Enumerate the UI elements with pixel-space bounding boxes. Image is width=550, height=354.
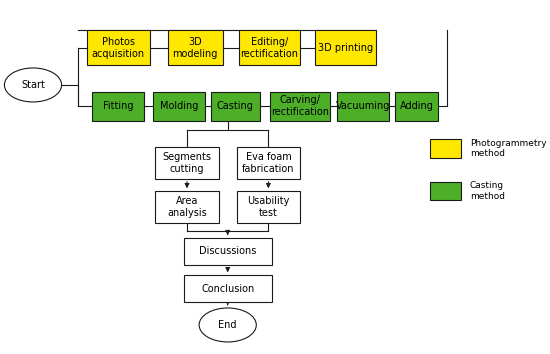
FancyBboxPatch shape [184, 238, 272, 265]
FancyBboxPatch shape [236, 147, 300, 179]
Text: Vacuuming: Vacuuming [336, 101, 390, 111]
FancyBboxPatch shape [430, 139, 461, 158]
FancyBboxPatch shape [87, 30, 150, 65]
Text: Conclusion: Conclusion [201, 284, 254, 293]
Text: Usability
test: Usability test [247, 196, 290, 218]
Text: Casting: Casting [217, 101, 254, 111]
Text: Area
analysis: Area analysis [167, 196, 207, 218]
FancyBboxPatch shape [211, 92, 260, 121]
FancyBboxPatch shape [184, 275, 272, 302]
Text: Casting
method: Casting method [470, 182, 505, 201]
Text: 3D printing: 3D printing [318, 43, 373, 53]
FancyBboxPatch shape [156, 147, 219, 179]
Text: End: End [218, 320, 237, 330]
FancyBboxPatch shape [315, 30, 376, 65]
Text: Segments
cutting: Segments cutting [162, 152, 212, 174]
Text: Eva foam
fabrication: Eva foam fabrication [242, 152, 295, 174]
Text: Start: Start [21, 80, 45, 90]
FancyBboxPatch shape [270, 92, 330, 121]
Text: Discussions: Discussions [199, 246, 256, 256]
FancyBboxPatch shape [239, 30, 300, 65]
Text: 3D
modeling: 3D modeling [173, 37, 218, 59]
FancyBboxPatch shape [153, 92, 205, 121]
Text: Photos
acquisition: Photos acquisition [92, 37, 145, 59]
FancyBboxPatch shape [337, 92, 389, 121]
Ellipse shape [4, 68, 62, 102]
Text: Fitting: Fitting [103, 101, 134, 111]
Text: Photogrammetry
method: Photogrammetry method [470, 139, 546, 158]
Ellipse shape [199, 308, 256, 342]
FancyBboxPatch shape [395, 92, 438, 121]
FancyBboxPatch shape [236, 191, 300, 223]
Text: Molding: Molding [160, 101, 198, 111]
FancyBboxPatch shape [168, 30, 223, 65]
FancyBboxPatch shape [156, 191, 219, 223]
Text: Editing/
rectification: Editing/ rectification [240, 37, 299, 59]
Text: Carving/
rectification: Carving/ rectification [271, 95, 329, 117]
Text: Adding: Adding [400, 101, 434, 111]
FancyBboxPatch shape [92, 92, 144, 121]
FancyBboxPatch shape [430, 182, 461, 200]
